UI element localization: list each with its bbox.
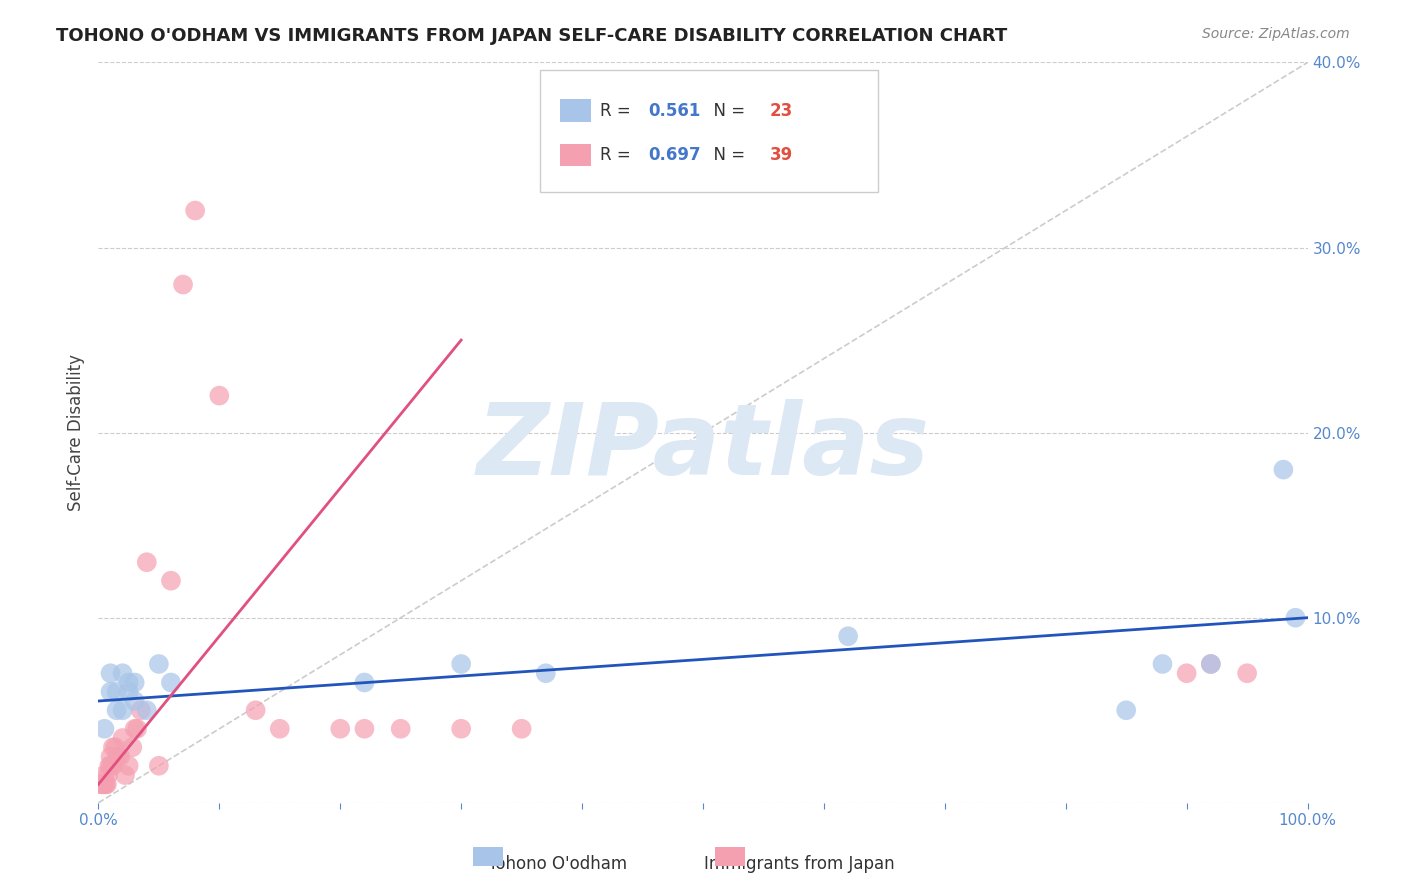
Point — [1115, 703, 1137, 717]
Point — [127, 722, 149, 736]
Point — [160, 574, 183, 588]
Point — [93, 777, 115, 791]
Point — [101, 758, 124, 772]
Point — [101, 740, 124, 755]
Point — [100, 758, 122, 772]
Y-axis label: Self-Care Disability: Self-Care Disability — [66, 354, 84, 511]
Point — [837, 629, 859, 643]
Point — [98, 758, 121, 772]
FancyBboxPatch shape — [561, 99, 591, 121]
Point — [114, 768, 136, 782]
Point — [118, 675, 141, 690]
Point — [129, 703, 152, 717]
Point — [1284, 610, 1306, 624]
Point — [93, 768, 115, 782]
FancyBboxPatch shape — [716, 847, 745, 866]
Point — [111, 666, 134, 681]
Point — [104, 740, 127, 755]
Point — [107, 749, 129, 764]
Point — [1175, 666, 1198, 681]
Point — [245, 703, 267, 717]
Point — [94, 777, 117, 791]
Text: Tohono O'odham: Tohono O'odham — [488, 855, 627, 872]
Point — [389, 722, 412, 736]
Text: 39: 39 — [769, 146, 793, 164]
Point — [172, 277, 194, 292]
FancyBboxPatch shape — [540, 70, 879, 192]
Point — [96, 777, 118, 791]
Point — [100, 666, 122, 681]
Point — [1152, 657, 1174, 671]
Point — [510, 722, 533, 736]
Point — [353, 675, 375, 690]
Point — [124, 675, 146, 690]
FancyBboxPatch shape — [561, 144, 591, 166]
Text: 23: 23 — [769, 102, 793, 120]
Point — [148, 758, 170, 772]
Text: R =: R = — [600, 146, 637, 164]
Point — [1272, 462, 1295, 476]
Point — [124, 694, 146, 708]
Point — [91, 777, 114, 791]
Point — [450, 657, 472, 671]
Point — [208, 388, 231, 402]
Point — [450, 722, 472, 736]
Point — [135, 555, 157, 569]
Point — [111, 703, 134, 717]
Point — [1199, 657, 1222, 671]
Point — [97, 768, 120, 782]
Point — [121, 740, 143, 755]
Point — [160, 675, 183, 690]
Point — [124, 722, 146, 736]
Text: TOHONO O'ODHAM VS IMMIGRANTS FROM JAPAN SELF-CARE DISABILITY CORRELATION CHART: TOHONO O'ODHAM VS IMMIGRANTS FROM JAPAN … — [56, 27, 1008, 45]
Point — [353, 722, 375, 736]
Point — [269, 722, 291, 736]
Point — [118, 685, 141, 699]
Point — [91, 777, 114, 791]
Point — [100, 685, 122, 699]
Text: 0.561: 0.561 — [648, 102, 702, 120]
Text: N =: N = — [703, 102, 751, 120]
Point — [93, 722, 115, 736]
Point — [1236, 666, 1258, 681]
Text: N =: N = — [703, 146, 751, 164]
Point — [118, 758, 141, 772]
Text: 0.697: 0.697 — [648, 146, 702, 164]
Point — [534, 666, 557, 681]
Point — [329, 722, 352, 736]
Point — [1199, 657, 1222, 671]
Point — [105, 703, 128, 717]
Point — [105, 685, 128, 699]
Point — [90, 777, 112, 791]
Text: Source: ZipAtlas.com: Source: ZipAtlas.com — [1202, 27, 1350, 41]
FancyBboxPatch shape — [474, 847, 503, 866]
Point — [184, 203, 207, 218]
Point — [148, 657, 170, 671]
Text: Immigrants from Japan: Immigrants from Japan — [704, 855, 896, 872]
Point — [135, 703, 157, 717]
Point — [100, 749, 122, 764]
Text: ZIPatlas: ZIPatlas — [477, 399, 929, 496]
Text: R =: R = — [600, 102, 637, 120]
Point — [111, 731, 134, 745]
Point — [108, 749, 131, 764]
